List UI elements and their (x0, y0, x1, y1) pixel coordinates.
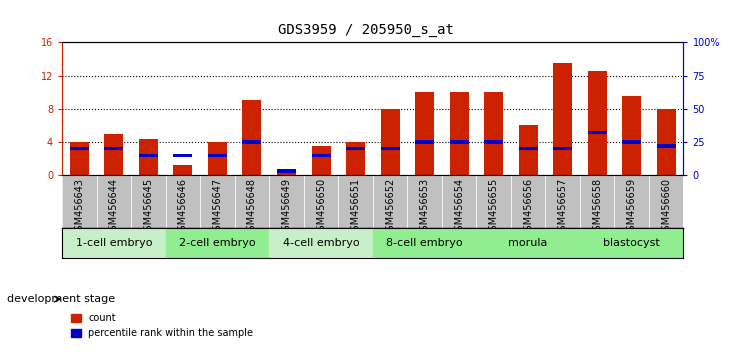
Text: blastocyst: blastocyst (603, 238, 660, 248)
Bar (70, 147, 89, 150)
Bar (553, 147, 572, 150)
Text: GSM456654: GSM456654 (454, 178, 464, 237)
FancyBboxPatch shape (477, 175, 511, 228)
Bar (277, 170, 296, 175)
FancyBboxPatch shape (338, 175, 373, 228)
Bar (173, 154, 192, 157)
Bar (105, 147, 124, 150)
Text: GSM456646: GSM456646 (178, 178, 188, 237)
Bar (450, 140, 469, 144)
Bar (656, 144, 675, 148)
Text: GSM456657: GSM456657 (558, 178, 568, 237)
Bar (173, 165, 192, 175)
Text: GSM456649: GSM456649 (281, 178, 292, 237)
Text: 8-cell embryo: 8-cell embryo (386, 238, 463, 248)
Bar (656, 109, 675, 175)
Text: 4-cell embryo: 4-cell embryo (283, 238, 360, 248)
Text: GSM456655: GSM456655 (488, 178, 499, 237)
Bar (381, 109, 400, 175)
Text: GSM456653: GSM456653 (420, 178, 430, 237)
Text: development stage: development stage (7, 294, 115, 304)
Bar (519, 147, 537, 150)
Text: GDS3959 / 205950_s_at: GDS3959 / 205950_s_at (278, 23, 453, 37)
Text: 1-cell embryo: 1-cell embryo (76, 238, 152, 248)
Bar (580, 228, 683, 258)
Bar (622, 140, 641, 144)
Bar (243, 140, 262, 144)
Bar (622, 96, 641, 175)
Text: GSM456643: GSM456643 (75, 178, 84, 237)
Bar (346, 142, 365, 175)
Bar (477, 228, 580, 258)
Text: GSM456660: GSM456660 (662, 178, 671, 237)
Text: GSM456656: GSM456656 (523, 178, 533, 237)
Bar (269, 228, 373, 258)
Text: GSM456651: GSM456651 (351, 178, 360, 237)
FancyBboxPatch shape (545, 175, 580, 228)
Text: GSM456658: GSM456658 (592, 178, 602, 237)
Bar (166, 228, 269, 258)
Bar (484, 140, 503, 144)
Text: 2-cell embryo: 2-cell embryo (179, 238, 256, 248)
Bar (519, 125, 537, 175)
FancyBboxPatch shape (235, 175, 269, 228)
FancyBboxPatch shape (96, 175, 131, 228)
Bar (553, 63, 572, 175)
Bar (346, 147, 365, 150)
Bar (208, 154, 227, 157)
Text: morula: morula (509, 238, 548, 248)
FancyBboxPatch shape (615, 175, 649, 228)
Bar (62, 228, 166, 258)
FancyBboxPatch shape (407, 175, 442, 228)
Bar (415, 92, 434, 175)
Text: GSM456659: GSM456659 (626, 178, 637, 237)
Bar (450, 92, 469, 175)
Bar (415, 140, 434, 144)
Bar (105, 134, 124, 175)
Bar (588, 131, 607, 134)
Text: GSM456647: GSM456647 (213, 178, 222, 237)
Bar (208, 142, 227, 175)
Bar (311, 154, 330, 157)
Bar (588, 72, 607, 175)
Text: GSM456644: GSM456644 (109, 178, 119, 237)
Bar (243, 101, 262, 175)
FancyBboxPatch shape (269, 175, 304, 228)
FancyBboxPatch shape (200, 175, 235, 228)
FancyBboxPatch shape (304, 175, 338, 228)
Bar (277, 170, 296, 173)
FancyBboxPatch shape (442, 175, 477, 228)
FancyBboxPatch shape (131, 175, 166, 228)
Bar (139, 139, 158, 175)
Bar (139, 154, 158, 157)
Bar (373, 228, 477, 258)
Text: GSM456650: GSM456650 (316, 178, 326, 237)
Bar (381, 147, 400, 150)
Text: GSM456645: GSM456645 (143, 178, 154, 237)
Text: GSM456648: GSM456648 (247, 178, 257, 237)
FancyBboxPatch shape (373, 175, 407, 228)
Bar (311, 146, 330, 175)
FancyBboxPatch shape (166, 175, 200, 228)
Bar (484, 92, 503, 175)
FancyBboxPatch shape (511, 175, 545, 228)
FancyBboxPatch shape (580, 175, 615, 228)
Text: GSM456652: GSM456652 (385, 178, 395, 237)
Legend: count, percentile rank within the sample: count, percentile rank within the sample (67, 309, 257, 342)
FancyBboxPatch shape (649, 175, 683, 228)
FancyBboxPatch shape (62, 175, 96, 228)
Bar (70, 142, 89, 175)
